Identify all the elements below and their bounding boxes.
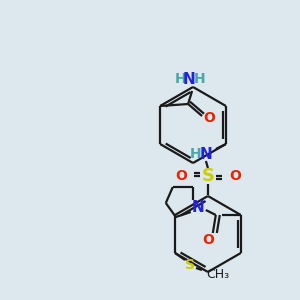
Text: N: N — [191, 200, 204, 214]
Text: N: N — [200, 146, 212, 161]
Text: N: N — [183, 71, 196, 86]
Text: S: S — [185, 258, 195, 272]
Text: O: O — [203, 111, 215, 125]
Text: S: S — [201, 167, 214, 185]
Text: H: H — [190, 147, 202, 161]
Text: O: O — [175, 169, 187, 183]
Text: O: O — [202, 233, 214, 247]
Text: O: O — [229, 169, 241, 183]
Text: H: H — [174, 72, 186, 86]
Text: H: H — [193, 72, 205, 86]
Text: CH₃: CH₃ — [206, 268, 230, 281]
